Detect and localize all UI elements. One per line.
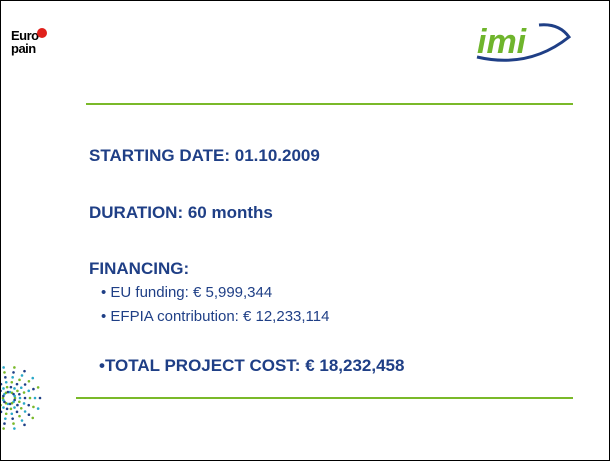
- dot: [2, 406, 5, 409]
- dot: [18, 400, 21, 404]
- dot: [2, 427, 5, 430]
- dot: [23, 410, 27, 413]
- dot: [33, 396, 37, 400]
- dot: [23, 369, 26, 373]
- dot: [11, 417, 14, 420]
- heading: DURATION: 60 months: [89, 203, 273, 222]
- heading: FINANCING:: [89, 259, 190, 278]
- dot: [13, 366, 16, 369]
- dot: [1, 410, 3, 414]
- dot: [6, 390, 10, 394]
- dot: [4, 391, 8, 395]
- dot: [18, 414, 21, 418]
- logo-dot: [37, 28, 47, 38]
- dot: [32, 405, 35, 409]
- dot: [9, 407, 13, 411]
- dot: [1, 382, 3, 386]
- dot: [36, 386, 40, 389]
- dot: [38, 396, 42, 400]
- dot: [13, 387, 16, 390]
- total: •TOTAL PROJECT COST: € 18,232,458: [99, 356, 405, 375]
- dot: [4, 412, 8, 416]
- dot: [23, 396, 27, 400]
- dot: [12, 422, 15, 425]
- dot: [31, 376, 35, 380]
- dot: [19, 406, 23, 410]
- logo-text: imi: [477, 23, 528, 61]
- dot: [27, 389, 31, 393]
- dot: [16, 389, 19, 393]
- dot: [5, 385, 9, 389]
- bullet: • EU funding: € 5,999,344: [101, 284, 273, 301]
- dot: [2, 387, 5, 390]
- dot: [23, 383, 27, 386]
- bullet: • EFPIA contribution: € 12,233,114: [101, 308, 330, 325]
- dot: [4, 376, 7, 379]
- decoration: [1, 366, 42, 430]
- dot: [5, 407, 9, 411]
- dot: [2, 366, 5, 369]
- dot: [11, 376, 14, 379]
- dot: [13, 406, 16, 409]
- dot: [22, 391, 26, 394]
- imi-logo: imi: [476, 23, 572, 62]
- dot: [22, 402, 26, 405]
- europain-logo: Euro pain: [11, 23, 51, 63]
- dot: [32, 387, 35, 391]
- dot: [15, 410, 19, 414]
- dot: [16, 403, 19, 407]
- dot: [12, 371, 15, 374]
- logo-text: Euro: [11, 28, 39, 43]
- rule-bottom: [76, 397, 573, 399]
- dot: [18, 392, 21, 396]
- dot: [10, 380, 14, 384]
- dot: [3, 371, 6, 374]
- rule-top: [86, 103, 573, 105]
- dot: [13, 394, 16, 398]
- dot: [31, 416, 35, 420]
- dot: [1, 396, 5, 400]
- bullet-text: EU funding: € 5,999,344: [110, 284, 273, 301]
- heading: STARTING DATE: 01.10.2009: [89, 146, 320, 165]
- dot: [10, 412, 14, 416]
- dot: [15, 382, 19, 386]
- dot: [13, 396, 17, 400]
- dot: [3, 422, 6, 425]
- dot: [36, 407, 40, 410]
- dot: [20, 419, 24, 422]
- dot: [1, 403, 2, 407]
- dot: [13, 427, 16, 430]
- dot: [9, 385, 13, 389]
- dot: [18, 396, 22, 400]
- dot: [8, 402, 12, 406]
- dot: [1, 389, 2, 393]
- bullet-text: EFPIA contribution: € 12,233,114: [110, 308, 330, 325]
- dot: [4, 380, 8, 384]
- dot: [4, 417, 7, 420]
- dot: [6, 402, 10, 406]
- logo-text: pain: [11, 41, 36, 56]
- dot: [27, 413, 31, 417]
- dot: [10, 401, 14, 405]
- dot: [27, 379, 31, 383]
- dot: [23, 423, 26, 427]
- dot: [27, 403, 31, 407]
- dot: [8, 390, 12, 394]
- dot: [2, 398, 5, 402]
- dot: [28, 396, 32, 400]
- dot: [19, 386, 23, 390]
- dot: [18, 378, 21, 382]
- dot: [20, 374, 24, 377]
